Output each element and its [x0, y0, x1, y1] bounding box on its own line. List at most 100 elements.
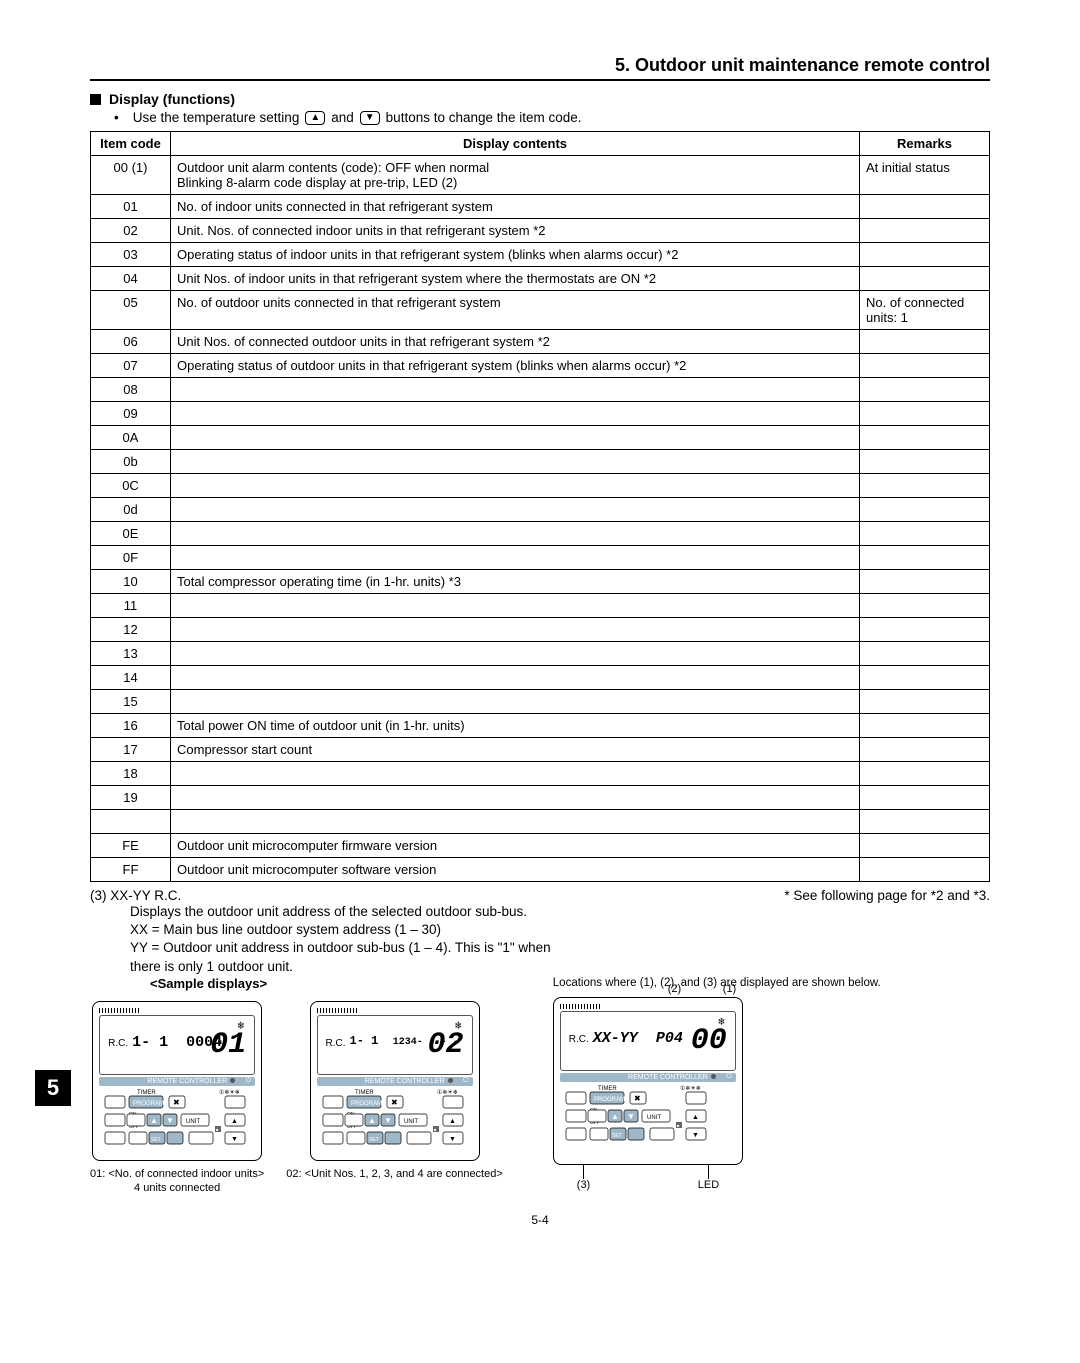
- lcd-1: ❄ R.C. 1- 1 0004 01: [99, 1015, 255, 1075]
- svg-text:▲: ▲: [692, 1114, 699, 1121]
- cell-remarks: [860, 330, 990, 354]
- cell-contents: [171, 690, 860, 714]
- svg-text:PROGRAM: PROGRAM: [133, 1101, 164, 1107]
- svg-text:UNIT: UNIT: [404, 1119, 418, 1125]
- grille-icon: [560, 1004, 600, 1009]
- buttons-area: TIMER ①❄☀❄ PROGRAM ✖ ON OFF ▲ ▼ UNIT ▲ S…: [99, 1086, 255, 1162]
- svg-text:✖: ✖: [173, 1098, 180, 1107]
- cell-contents: [171, 522, 860, 546]
- th-remarks: Remarks: [860, 132, 990, 156]
- table-row: 08: [91, 378, 990, 402]
- explain-line: YY = Outdoor unit address in outdoor sub…: [130, 939, 990, 957]
- section-heading: Display (functions): [90, 91, 990, 107]
- explain-line: Displays the outdoor unit address of the…: [130, 903, 990, 921]
- lcd3-big: 00: [691, 1024, 727, 1058]
- controller-sample-1: ❄ R.C. 1- 1 0004 01 REMOTE CONTROLLER ⏻ …: [92, 1001, 262, 1161]
- cell-contents: [171, 642, 860, 666]
- cell-contents: Unit. Nos. of connected indoor units in …: [171, 219, 860, 243]
- cell-code: 0E: [91, 522, 171, 546]
- lcd1-left: 1- 1 0004: [132, 1034, 222, 1051]
- svg-text:PROGRAM: PROGRAM: [351, 1101, 382, 1107]
- item-code-table: Item code Display contents Remarks 00 (1…: [90, 131, 990, 882]
- cell-code: 09: [91, 402, 171, 426]
- led-dot-icon: [230, 1078, 235, 1083]
- caption-1: 01: <No. of connected indoor units> 4 un…: [90, 1167, 264, 1196]
- locations-note: Locations where (1), (2), and (3) are di…: [553, 976, 881, 991]
- svg-text:▼: ▼: [627, 1112, 635, 1121]
- cell-contents: Total power ON time of outdoor unit (in …: [171, 714, 860, 738]
- cell-remarks: [860, 195, 990, 219]
- square-bullet-icon: [90, 94, 101, 105]
- cell-code: 0d: [91, 498, 171, 522]
- table-row: 00 (1)Outdoor unit alarm contents (code)…: [91, 156, 990, 195]
- cell-contents: [171, 666, 860, 690]
- cell-remarks: [860, 666, 990, 690]
- table-row: 12: [91, 618, 990, 642]
- sample-displays-title: <Sample displays>: [150, 976, 503, 991]
- cell-remarks: [860, 594, 990, 618]
- cell-remarks: [860, 714, 990, 738]
- table-row: [91, 810, 990, 834]
- cell-code: 11: [91, 594, 171, 618]
- up-button-icon: ▲: [305, 111, 325, 125]
- cell-remarks: [860, 546, 990, 570]
- cell-code: 15: [91, 690, 171, 714]
- lcd1-big: 01: [210, 1028, 246, 1062]
- anno-2: (2): [668, 983, 681, 995]
- cell-remarks: [860, 690, 990, 714]
- cell-contents: [171, 594, 860, 618]
- lcd-2: ❄ R.C. 1- 1 1234- - - - 02: [317, 1015, 473, 1075]
- cell-contents: [171, 450, 860, 474]
- cell-remarks: [860, 243, 990, 267]
- table-row: 0C: [91, 474, 990, 498]
- cell-contents: [171, 402, 860, 426]
- svg-text:SET: SET: [369, 1137, 379, 1143]
- svg-text:▼: ▼: [166, 1116, 174, 1125]
- svg-text:▲: ▲: [611, 1112, 619, 1121]
- caption-2: 02: <Unit Nos. 1, 2, 3, and 4 are connec…: [286, 1167, 502, 1181]
- cell-code: 17: [91, 738, 171, 762]
- cell-remarks: [860, 642, 990, 666]
- th-contents: Display contents: [171, 132, 860, 156]
- cell-contents: Unit Nos. of indoor units in that refrig…: [171, 267, 860, 291]
- cell-remarks: [860, 858, 990, 882]
- svg-text:SET: SET: [151, 1137, 161, 1143]
- lcd3-left: XX-YY P04: [593, 1030, 683, 1047]
- cell-code: 00 (1): [91, 156, 171, 195]
- cell-contents: [171, 618, 860, 642]
- table-row: 0d: [91, 498, 990, 522]
- cell-remarks: [860, 378, 990, 402]
- chapter-tab: 5: [35, 1070, 71, 1106]
- cell-code: 02: [91, 219, 171, 243]
- explain-line: XX = Main bus line outdoor system addres…: [130, 921, 990, 939]
- cell-code: FE: [91, 834, 171, 858]
- svg-text:▲: ▲: [231, 1118, 238, 1125]
- cell-code: 03: [91, 243, 171, 267]
- cell-remarks: [860, 498, 990, 522]
- cell-contents: Outdoor unit microcomputer firmware vers…: [171, 834, 860, 858]
- cell-code: 0F: [91, 546, 171, 570]
- cell-code: 10: [91, 570, 171, 594]
- table-row: 0A: [91, 426, 990, 450]
- svg-text:TIMER: TIMER: [137, 1090, 156, 1096]
- svg-text:TIMER: TIMER: [598, 1086, 617, 1092]
- down-button-icon: ▼: [360, 111, 380, 125]
- cell-contents: Compressor start count: [171, 738, 860, 762]
- svg-text:①❄☀❄: ①❄☀❄: [219, 1089, 240, 1096]
- table-row: 06Unit Nos. of connected outdoor units i…: [91, 330, 990, 354]
- note-right: * See following page for *2 and *3.: [784, 888, 990, 903]
- cell-code: 12: [91, 618, 171, 642]
- table-row: 16Total power ON time of outdoor unit (i…: [91, 714, 990, 738]
- lcd2-rc: R.C.: [326, 1038, 346, 1049]
- table-row: FFOutdoor unit microcomputer software ve…: [91, 858, 990, 882]
- svg-text:①❄☀❄: ①❄☀❄: [680, 1085, 701, 1092]
- cell-code: 01: [91, 195, 171, 219]
- cell-contents: No. of outdoor units connected in that r…: [171, 291, 860, 330]
- cell-code: 0A: [91, 426, 171, 450]
- controller-sample-3: ❄ R.C. XX-YY P04 00 REMOTE CONTROLLER ⏻ …: [553, 997, 743, 1165]
- svg-text:▲: ▲: [150, 1116, 158, 1125]
- svg-text:SET: SET: [612, 1133, 622, 1139]
- page-number: 5-4: [90, 1213, 990, 1227]
- cell-code: 0b: [91, 450, 171, 474]
- cell-remarks: At initial status: [860, 156, 990, 195]
